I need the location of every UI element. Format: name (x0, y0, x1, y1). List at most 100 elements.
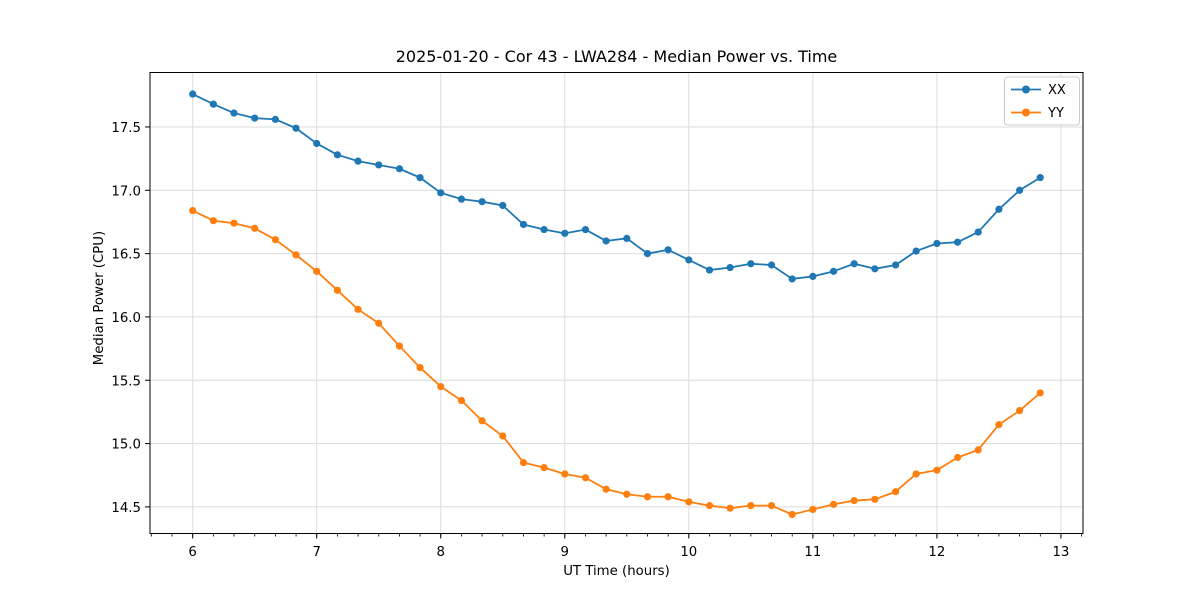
data-point-xx (230, 109, 238, 117)
data-point-yy (974, 446, 982, 454)
data-point-yy (499, 432, 507, 440)
data-point-xx (685, 256, 693, 264)
series-layer (189, 90, 1044, 519)
data-point-xx (478, 198, 486, 206)
grid-layer (150, 72, 1083, 534)
legend: XX YY (1004, 76, 1080, 126)
x-axis-label: UT Time (hours) (563, 564, 670, 579)
data-point-yy (602, 485, 610, 493)
data-point-yy (540, 464, 548, 472)
data-point-xx (912, 247, 920, 255)
data-point-xx (1016, 186, 1024, 194)
x-tick-label: 12 (928, 545, 945, 560)
data-point-yy (850, 496, 858, 505)
y-tick-label: 16.5 (111, 248, 141, 263)
data-point-xx (995, 205, 1003, 213)
data-point-yy (230, 219, 238, 227)
data-point-yy (953, 453, 962, 462)
data-point-xx (540, 225, 548, 234)
legend-marker-yy (1022, 108, 1030, 117)
series-line-yy (191, 209, 1042, 516)
data-point-yy (395, 342, 404, 350)
data-point-yy (726, 504, 734, 512)
data-point-yy (623, 490, 631, 498)
data-point-yy (581, 474, 590, 482)
data-point-yy (767, 502, 776, 510)
data-point-xx (788, 275, 796, 283)
data-point-yy (809, 505, 817, 514)
chart-title: 2025-01-20 - Cor 43 - LWA284 - Median Po… (396, 47, 838, 66)
data-point-xx (189, 90, 197, 98)
data-point-yy (561, 470, 569, 478)
data-point-yy (747, 502, 755, 510)
data-point-xx (375, 161, 383, 169)
data-point-xx (251, 114, 259, 122)
data-point-xx (809, 272, 817, 281)
data-point-yy (995, 420, 1003, 429)
legend-frame (1004, 76, 1080, 126)
data-point-yy (933, 466, 941, 474)
x-tick-label: 11 (804, 545, 821, 560)
data-point-xx (871, 265, 879, 273)
data-point-xx (643, 250, 652, 258)
data-point-xx (953, 238, 962, 246)
x-tick-label: 13 (1052, 545, 1069, 560)
data-point-xx (395, 165, 404, 173)
y-tick-label: 14.5 (111, 501, 141, 516)
data-point-xx (437, 189, 445, 197)
data-point-yy (643, 493, 652, 501)
legend-label-yy: YY (1047, 106, 1064, 121)
data-point-yy (1016, 407, 1024, 415)
ticks-layer: 6 7 8 9 10 11 12 13 14.5 15.0 15.5 16.0 16.5 17.0 17.5 (111, 121, 1083, 560)
data-point-xx (416, 174, 424, 182)
data-point-yy (375, 319, 383, 327)
data-point-yy (891, 488, 900, 496)
data-point-xx (333, 151, 342, 159)
data-point-yy (437, 382, 445, 391)
y-tick-label: 17.5 (111, 121, 141, 136)
data-point-yy (292, 251, 300, 259)
x-tick-label: 9 (561, 545, 569, 560)
data-point-xx (271, 115, 280, 123)
x-tick-label: 7 (312, 545, 320, 560)
y-axis-label: Median Power (CPU) (92, 231, 107, 365)
y-tick-label: 15.5 (111, 374, 141, 389)
y-tick-label: 15.0 (111, 438, 141, 453)
data-point-xx (581, 225, 590, 234)
data-point-yy (705, 502, 714, 510)
data-point-xx (623, 234, 631, 243)
data-point-yy (457, 396, 466, 405)
data-point-yy (1036, 389, 1044, 397)
data-point-xx (974, 228, 982, 236)
data-point-xx (602, 237, 610, 245)
data-point-yy (829, 500, 838, 508)
data-point-yy (271, 236, 280, 244)
data-point-xx (561, 229, 569, 237)
data-point-yy (871, 495, 879, 503)
data-point-xx (891, 261, 900, 269)
data-point-xx (519, 220, 528, 229)
data-point-yy (912, 470, 920, 478)
legend-marker-xx (1022, 85, 1030, 94)
data-point-xx (705, 266, 714, 274)
data-point-yy (788, 510, 796, 519)
data-point-yy (251, 224, 259, 232)
data-point-xx (747, 260, 755, 268)
data-point-xx (1036, 174, 1044, 182)
data-point-xx (726, 263, 734, 272)
data-point-xx (829, 267, 838, 275)
series-line-xx (191, 93, 1042, 280)
data-point-yy (354, 305, 362, 313)
data-point-yy (333, 286, 342, 294)
data-point-yy (519, 458, 528, 467)
data-point-xx (933, 239, 941, 248)
data-point-xx (313, 139, 321, 148)
data-point-xx (767, 261, 776, 269)
data-point-yy (209, 217, 217, 225)
x-tick-label: 10 (680, 545, 697, 560)
x-tick-label: 8 (437, 545, 445, 560)
data-point-yy (189, 206, 197, 215)
y-tick-label: 17.0 (111, 184, 141, 199)
